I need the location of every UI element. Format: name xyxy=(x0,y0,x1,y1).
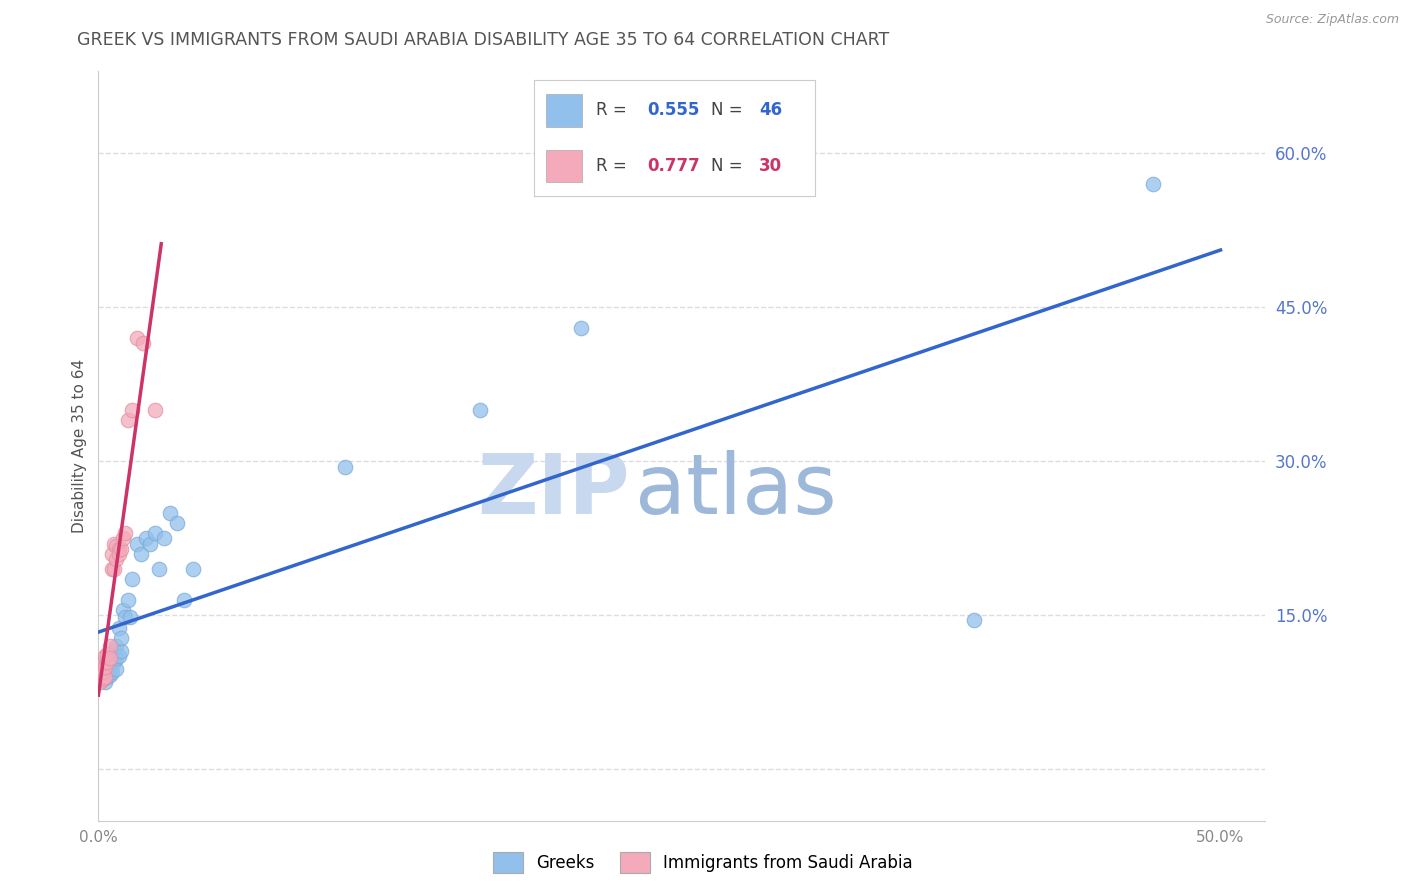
Point xyxy=(139,536,162,550)
Point xyxy=(121,403,143,417)
Text: R =: R = xyxy=(596,157,633,175)
Point xyxy=(962,614,984,628)
Point xyxy=(121,573,143,587)
Point xyxy=(90,665,112,679)
Point xyxy=(103,562,125,576)
Point xyxy=(98,651,121,665)
Point xyxy=(103,536,125,550)
Point xyxy=(101,665,124,679)
Point xyxy=(94,659,117,673)
Point xyxy=(114,610,136,624)
Point xyxy=(181,562,204,576)
Point xyxy=(103,655,125,669)
Point xyxy=(132,336,155,351)
Point xyxy=(125,536,148,550)
Point xyxy=(105,651,128,665)
Point xyxy=(91,672,114,686)
Text: R =: R = xyxy=(596,102,633,120)
Text: 30: 30 xyxy=(759,157,782,175)
Point xyxy=(117,413,139,427)
Point xyxy=(110,644,132,658)
Point xyxy=(335,459,357,474)
Point xyxy=(148,562,170,576)
Point xyxy=(89,675,111,690)
Text: GREEK VS IMMIGRANTS FROM SAUDI ARABIA DISABILITY AGE 35 TO 64 CORRELATION CHART: GREEK VS IMMIGRANTS FROM SAUDI ARABIA DI… xyxy=(77,31,890,49)
Point xyxy=(107,547,129,561)
Point xyxy=(135,532,157,546)
Point xyxy=(107,649,129,664)
Point xyxy=(91,665,114,679)
Point xyxy=(96,648,118,662)
Point xyxy=(107,541,129,556)
Point xyxy=(94,659,117,673)
Text: atlas: atlas xyxy=(636,450,837,532)
Legend: Greeks, Immigrants from Saudi Arabia: Greeks, Immigrants from Saudi Arabia xyxy=(486,846,920,880)
Point xyxy=(1142,178,1164,192)
Text: 0.555: 0.555 xyxy=(647,102,699,120)
Text: N =: N = xyxy=(711,157,748,175)
Point xyxy=(569,321,592,335)
Point xyxy=(90,659,112,673)
Point xyxy=(103,644,125,658)
Point xyxy=(94,649,117,664)
Text: 46: 46 xyxy=(759,102,782,120)
Text: N =: N = xyxy=(711,102,748,120)
Point xyxy=(114,526,136,541)
Point xyxy=(101,547,124,561)
Point xyxy=(90,670,112,684)
Point xyxy=(112,532,135,546)
Point xyxy=(94,675,117,690)
Point xyxy=(101,651,124,665)
Point xyxy=(105,662,128,676)
Y-axis label: Disability Age 35 to 64: Disability Age 35 to 64 xyxy=(72,359,87,533)
Point xyxy=(112,603,135,617)
Point xyxy=(159,506,181,520)
Point xyxy=(125,331,148,345)
Point xyxy=(91,668,114,682)
Point xyxy=(105,639,128,653)
Point xyxy=(110,631,132,645)
Point xyxy=(91,672,114,686)
Point xyxy=(98,639,121,653)
Point xyxy=(143,403,166,417)
FancyBboxPatch shape xyxy=(546,95,582,127)
Point xyxy=(98,662,121,676)
Point xyxy=(90,665,112,679)
Point xyxy=(117,593,139,607)
Point xyxy=(118,610,141,624)
Point xyxy=(173,593,195,607)
Point xyxy=(91,655,114,669)
Text: 0.777: 0.777 xyxy=(647,157,700,175)
Point xyxy=(91,659,114,673)
Point xyxy=(96,655,118,669)
Point xyxy=(110,541,132,556)
Point xyxy=(96,655,118,669)
Point xyxy=(94,670,117,684)
Text: ZIP: ZIP xyxy=(477,450,630,532)
Point xyxy=(94,666,117,681)
Text: Source: ZipAtlas.com: Source: ZipAtlas.com xyxy=(1265,13,1399,27)
Point xyxy=(96,670,118,684)
Point xyxy=(101,562,124,576)
Point xyxy=(98,655,121,669)
Point xyxy=(105,539,128,553)
Point xyxy=(468,403,491,417)
Point xyxy=(129,547,152,561)
Point xyxy=(90,670,112,684)
Point xyxy=(166,516,188,530)
Point xyxy=(96,665,118,679)
Point xyxy=(107,621,129,635)
Point xyxy=(105,552,128,566)
Point xyxy=(143,526,166,541)
Point xyxy=(152,532,174,546)
Point xyxy=(98,668,121,682)
FancyBboxPatch shape xyxy=(546,150,582,182)
